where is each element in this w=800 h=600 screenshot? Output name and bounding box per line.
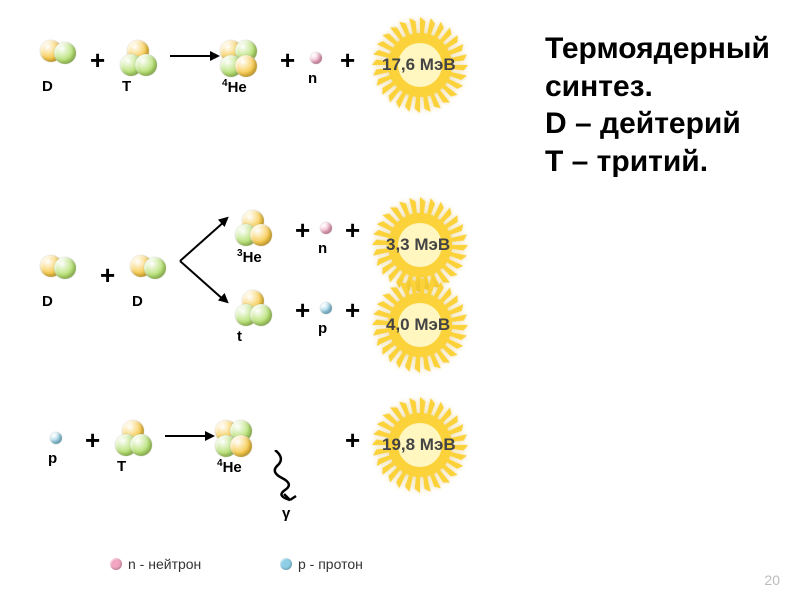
gamma-wave-icon (270, 450, 320, 510)
arrow-head-icon (210, 51, 220, 61)
arrow-icon (170, 55, 210, 57)
plus-symbol: + (85, 425, 100, 456)
proton-nucleon-icon (250, 224, 272, 246)
particle-label: γ (282, 505, 290, 522)
legend-neutron: n - нейтрон (110, 555, 201, 573)
particle-label: p (48, 450, 57, 467)
title-line-4: T – тритий. (545, 143, 770, 181)
particle-label: D (132, 293, 143, 310)
arrow-icon (165, 435, 205, 437)
neutron-nucleon-icon (54, 257, 76, 279)
particle-label: D (42, 293, 53, 310)
particle-label: T (117, 458, 126, 475)
free-particle-icon (50, 432, 62, 444)
particle-label: p (318, 320, 327, 337)
title-line-3: D – дейтерий (545, 105, 770, 143)
neutron-nucleon-icon (135, 54, 157, 76)
arrow-head-icon (205, 431, 215, 441)
energy-value: 19,8 МэВ (382, 435, 456, 455)
plus-symbol: + (345, 425, 360, 456)
page-number: 20 (764, 572, 780, 588)
particle-label: T (122, 78, 131, 95)
plus-symbol: + (90, 45, 105, 76)
neutron-nucleon-icon (250, 304, 272, 326)
particle-label: n (318, 240, 327, 257)
legend-proton-text: p - протон (298, 556, 363, 572)
neutron-nucleon-icon (144, 257, 166, 279)
neutron-nucleon-icon (54, 42, 76, 64)
plus-symbol: + (340, 45, 355, 76)
energy-value: 17,6 МэВ (382, 55, 456, 75)
particle-label: D (42, 78, 53, 95)
free-particle-icon (320, 222, 332, 234)
plus-symbol: + (345, 295, 360, 326)
neutron-nucleon-icon (130, 434, 152, 456)
particle-label: n (308, 70, 317, 87)
arrow-icon (179, 220, 225, 261)
free-particle-icon (310, 52, 322, 64)
plus-symbol: + (100, 260, 115, 291)
title-line-1: Термоядерный (545, 30, 770, 68)
legend-proton: p - протон (280, 555, 363, 573)
particle-label: 4He (217, 458, 242, 476)
plus-symbol: + (280, 45, 295, 76)
particle-label: 4He (222, 78, 247, 96)
title-line-2: синтез. (545, 68, 770, 106)
free-particle-icon (320, 302, 332, 314)
plus-symbol: + (345, 215, 360, 246)
energy-value: 3,3 МэВ (386, 235, 450, 255)
particle-label: 3He (237, 248, 262, 266)
plus-symbol: + (295, 215, 310, 246)
legend-neutron-text: n - нейтрон (128, 556, 201, 572)
plus-symbol: + (295, 295, 310, 326)
arrow-icon (179, 260, 225, 301)
proton-nucleon-icon (235, 55, 257, 77)
particle-label: t (237, 328, 242, 345)
proton-nucleon-icon (230, 435, 252, 457)
energy-value: 4,0 МэВ (386, 315, 450, 335)
title-block: Термоядерный синтез. D – дейтерий T – тр… (545, 30, 770, 180)
